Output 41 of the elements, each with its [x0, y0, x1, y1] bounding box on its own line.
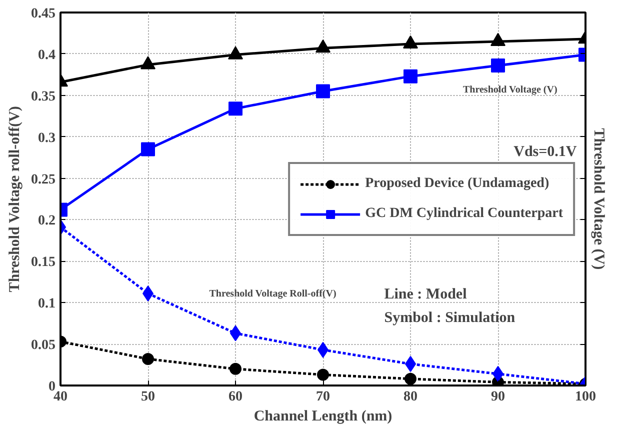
point — [228, 102, 242, 116]
point — [141, 142, 155, 156]
x-tick-label: 70 — [316, 390, 330, 404]
legend-label: Proposed Device (Undamaged) — [365, 176, 550, 192]
x-tick-label: 90 — [491, 390, 505, 404]
annotation: Threshold Voltage (V) — [463, 84, 558, 96]
x-tick-label: 60 — [228, 390, 242, 404]
y-tick-label: 0.15 — [31, 255, 56, 270]
y-tick-label: 0.05 — [31, 338, 56, 354]
x-tick-label: 50 — [141, 390, 155, 404]
annotation: Line : Model — [384, 286, 467, 303]
y-tick-label: 0.2 — [38, 214, 56, 229]
x-tick-label: 40 — [54, 390, 68, 404]
y-tick-label: 0.4 — [38, 48, 56, 63]
point — [490, 32, 506, 46]
y-tick-label: 0.35 — [31, 89, 56, 104]
point — [404, 69, 418, 84]
y2-axis-title: Threshold Voltage (V) — [590, 128, 606, 270]
point — [228, 46, 243, 60]
point — [404, 372, 416, 385]
y-tick-label: 0.45 — [31, 6, 56, 22]
point — [140, 56, 156, 70]
y-tick-label: 0.3 — [38, 130, 56, 146]
x-axis-title: Channel Length (nm) — [254, 408, 392, 424]
y-tick-label: 0 — [48, 380, 56, 394]
annotation: Vds=0.1V — [514, 144, 577, 160]
point — [316, 84, 330, 98]
point — [317, 368, 329, 381]
x-tick-label: 80 — [404, 390, 418, 404]
x-tick-label: 100 — [575, 390, 596, 404]
annotation: Threshold Voltage Roll-off(V) — [209, 288, 336, 300]
point — [142, 352, 154, 365]
y-axis-title: Threshold Voltage roll-off(V) — [7, 106, 23, 292]
legend-label: GC DM Cylindrical Counterpart — [365, 206, 563, 222]
point — [230, 362, 242, 375]
point — [403, 35, 418, 49]
annotation: Symbol : Simulation — [384, 310, 516, 326]
y-tick-label: 0.25 — [31, 172, 56, 188]
point — [316, 40, 330, 53]
point — [491, 58, 505, 73]
y-tick-label: 0.1 — [38, 296, 56, 312]
